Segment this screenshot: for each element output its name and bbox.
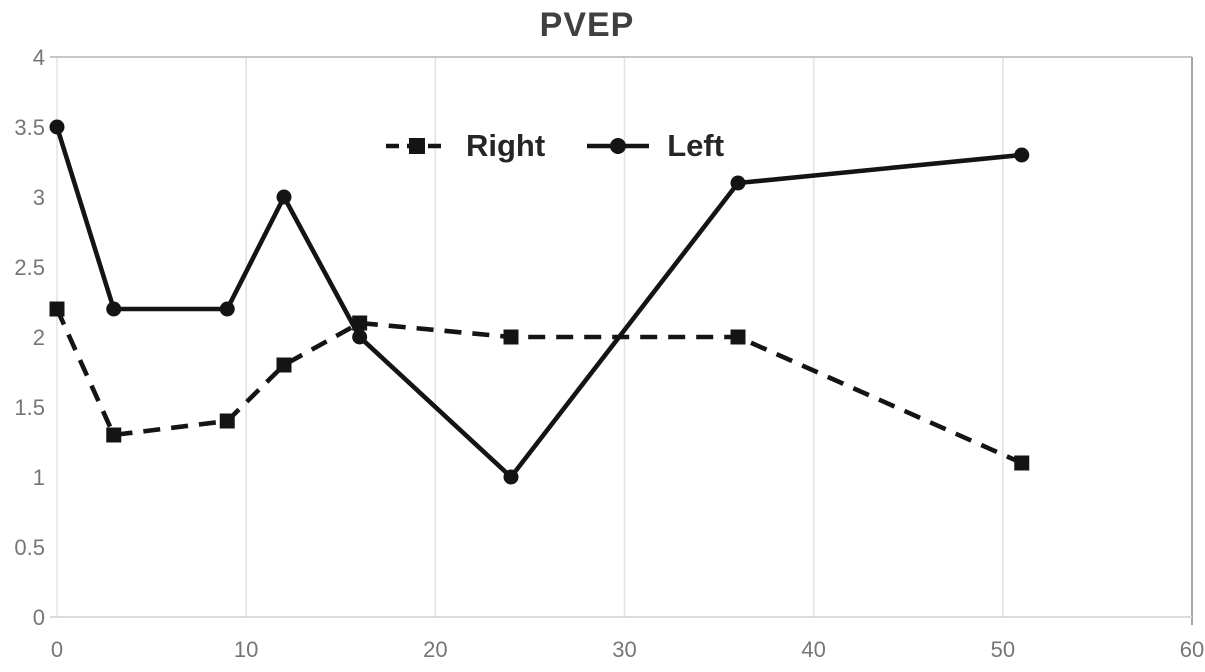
series-right-marker [1014, 455, 1030, 471]
series-right-marker [276, 357, 292, 373]
series-left-marker [503, 469, 519, 485]
y-tick-label: 0.5 [14, 535, 45, 560]
y-tick-label: 1.5 [14, 395, 45, 420]
y-tick-label: 3.5 [14, 115, 45, 140]
chart-legend: Right Left [385, 128, 724, 164]
y-tick-label: 4 [33, 45, 45, 70]
x-tick-label: 10 [234, 637, 258, 662]
legend-item-left: Left [587, 128, 724, 164]
x-tick-label: 30 [612, 637, 636, 662]
x-tick-label: 0 [51, 637, 63, 662]
y-tick-label: 2.5 [14, 255, 45, 280]
series-right-marker [219, 413, 235, 429]
series-left-marker [49, 119, 65, 135]
series-left-marker [106, 301, 122, 317]
legend-item-right: Right [385, 128, 546, 164]
x-tick-label: 60 [1180, 637, 1204, 662]
y-tick-label: 2 [33, 325, 45, 350]
series-left-marker [219, 301, 235, 317]
x-tick-label: 40 [801, 637, 825, 662]
chart-title: PVEP [539, 6, 635, 44]
dashed-line-square-marker-icon [385, 138, 448, 154]
series-left-line [54, 126, 1022, 480]
x-tick-label: 50 [991, 637, 1015, 662]
y-tick-label: 3 [33, 185, 45, 210]
series-right-marker [730, 329, 746, 345]
series-left-marker [1014, 147, 1030, 163]
series-right-marker [106, 427, 122, 443]
series-left-marker [730, 175, 746, 191]
series-left-marker [276, 189, 292, 205]
y-tick-label: 1 [33, 465, 45, 490]
legend-label-left: Left [667, 128, 725, 163]
legend-label-right: Right [465, 128, 546, 163]
series-left-marker [352, 329, 368, 345]
x-tick-label: 20 [423, 637, 447, 662]
series-right-marker [503, 329, 519, 345]
series-right-line [54, 308, 1023, 466]
solid-line-circle-marker-icon [587, 138, 650, 154]
y-tick-label: 0 [33, 605, 45, 630]
series-right-marker [49, 301, 65, 317]
